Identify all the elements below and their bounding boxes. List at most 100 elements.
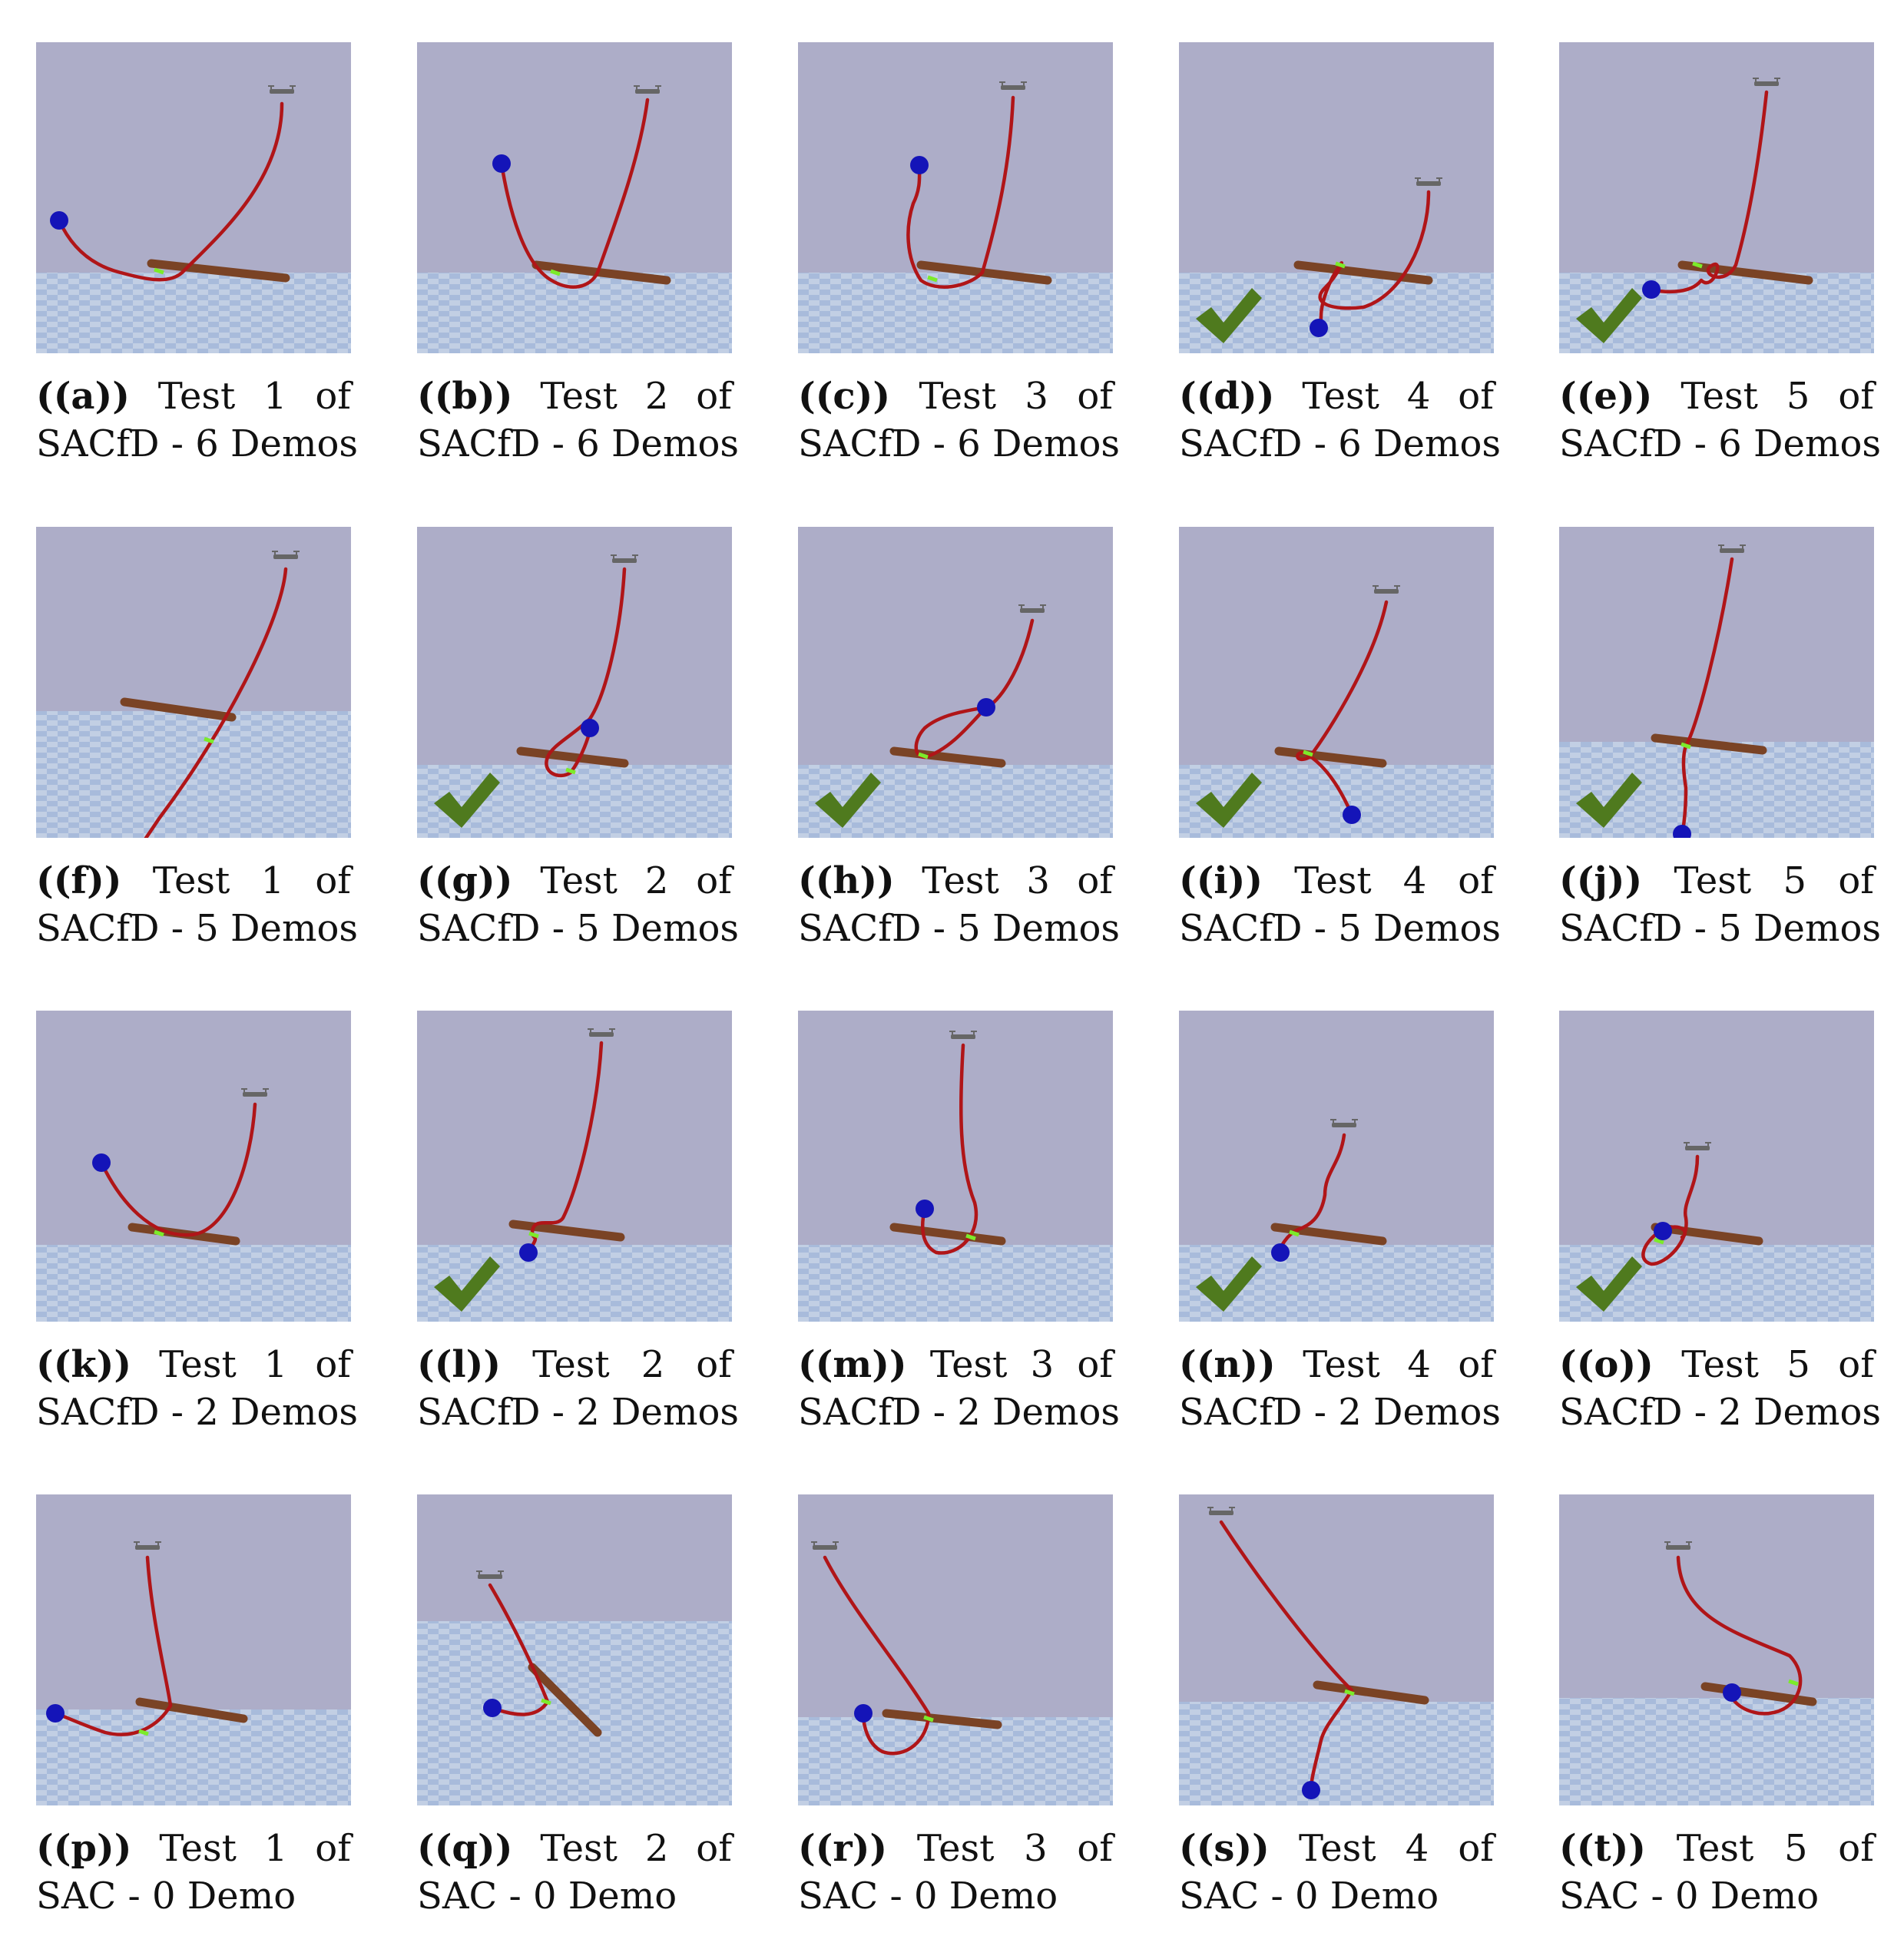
simulation-render	[1179, 527, 1494, 838]
goal-ball	[46, 1704, 65, 1723]
subfigure-label: ((j))	[1559, 859, 1643, 902]
caption-test-word: Test	[540, 1827, 618, 1870]
caption-method: SACfD - 6 Demos	[1179, 422, 1501, 465]
checkered-floor	[36, 711, 351, 838]
rod	[916, 260, 1052, 285]
caption-method: SAC - 0 Demo	[798, 1875, 1058, 1918]
checkered-floor	[798, 1245, 1113, 1322]
caption-method: SACfD - 6 Demos	[417, 422, 739, 465]
scene-svg	[1179, 527, 1494, 838]
trajectory-path	[144, 567, 288, 838]
contact-marker	[1289, 1229, 1300, 1237]
rod	[516, 746, 629, 768]
checkmark-icon	[815, 773, 881, 828]
simulation-render	[1559, 527, 1874, 838]
trajectory-path	[920, 1043, 978, 1255]
caption-line-1: ((b)) Test 2 of	[417, 372, 732, 420]
caption-of-word: of	[696, 1827, 732, 1870]
rod	[882, 1709, 1002, 1729]
checkered-floor	[1179, 273, 1494, 353]
caption-of-word: of	[1838, 375, 1874, 418]
caption-test-word: Test	[152, 859, 230, 902]
scene-svg	[417, 1494, 732, 1805]
simulation-render	[1179, 1011, 1494, 1322]
caption-test-word: Test	[1298, 1827, 1376, 1870]
checkered-floor	[1179, 765, 1494, 838]
checkered-floor	[1559, 1245, 1874, 1322]
drone-icon	[999, 81, 1027, 90]
goal-ball	[92, 1153, 111, 1172]
drone-icon	[268, 85, 296, 94]
caption-method: SACfD - 2 Demos	[798, 1391, 1120, 1434]
drone-icon	[1684, 1142, 1711, 1150]
scene-svg	[36, 1494, 351, 1805]
rod	[1651, 1223, 1763, 1246]
simulation-render	[36, 527, 351, 838]
caption-of-word: of	[696, 1343, 732, 1386]
drone-icon	[241, 1088, 269, 1097]
checkmark-icon	[1576, 288, 1642, 343]
subfigure-label: ((g))	[417, 859, 513, 902]
caption-test-word: Test	[1681, 1343, 1759, 1386]
contact-marker	[1344, 1689, 1355, 1696]
contact-marker	[923, 1715, 934, 1723]
caption-test-word: Test	[157, 375, 236, 418]
rod	[528, 1663, 602, 1737]
simulation-render	[798, 42, 1113, 353]
caption-line-1: ((k)) Test 1 of	[36, 1341, 351, 1388]
scene-svg	[417, 42, 732, 353]
subfigure-caption: ((n)) Test 4 of SACfD - 2 Demos	[1179, 1341, 1501, 1436]
checkered-floor	[798, 1717, 1113, 1805]
subfigure-label: ((h))	[798, 859, 895, 902]
subfigure-label: ((e))	[1559, 375, 1653, 418]
drone-icon	[1330, 1119, 1358, 1127]
contact-marker	[541, 1698, 551, 1706]
contact-marker	[1680, 742, 1691, 750]
contact-marker	[565, 767, 576, 775]
scene-svg	[36, 1011, 351, 1322]
caption-test-word: Test	[1294, 859, 1372, 902]
caption-method: SACfD - 2 Demos	[1179, 1391, 1501, 1434]
trajectory-path	[914, 618, 1035, 760]
subfigure-caption: ((f)) Test 1 of SACfD - 5 Demos	[36, 857, 358, 952]
caption-method: SACfD - 5 Demos	[1179, 907, 1501, 950]
subfigure-caption: ((b)) Test 2 of SACfD - 6 Demos	[417, 372, 739, 468]
subfigure-caption: ((d)) Test 4 of SACfD - 6 Demos	[1179, 372, 1501, 468]
goal-ball	[910, 156, 929, 174]
goal-ball	[1723, 1683, 1741, 1702]
subfigure-label: ((s))	[1179, 1827, 1270, 1870]
drone-icon	[949, 1031, 977, 1039]
simulation-render	[1559, 1494, 1874, 1805]
subfigure-label: ((a))	[36, 375, 130, 418]
caption-test-number: 3	[1030, 1343, 1055, 1386]
trajectory-path	[57, 101, 284, 282]
caption-method: SACfD - 5 Demos	[36, 907, 358, 950]
checkmark-icon	[1196, 773, 1262, 828]
caption-test-number: 2	[644, 1827, 669, 1870]
subfigure-label: ((o))	[1559, 1343, 1654, 1386]
caption-test-word: Test	[540, 375, 618, 418]
contact-marker	[965, 1233, 976, 1241]
rod	[147, 259, 290, 283]
caption-of-word: of	[1838, 1343, 1874, 1386]
caption-method: SACfD - 6 Demos	[36, 422, 358, 465]
rod	[1270, 1223, 1387, 1246]
subfigure-caption: ((m)) Test 3 of SACfD - 2 Demos	[798, 1341, 1120, 1436]
checkered-floor	[1559, 1698, 1874, 1805]
simulation-render	[36, 1011, 351, 1322]
caption-test-number: 5	[1786, 375, 1810, 418]
caption-of-word: of	[315, 375, 351, 418]
caption-test-word: Test	[159, 1827, 237, 1870]
contact-marker	[1303, 750, 1313, 757]
caption-line-1: ((q)) Test 2 of	[417, 1825, 732, 1872]
subfigure-caption: ((i)) Test 4 of SACfD - 5 Demos	[1179, 857, 1501, 952]
simulation-render	[417, 1494, 732, 1805]
subfigure-label: ((k))	[36, 1343, 132, 1386]
caption-test-word: Test	[1674, 859, 1752, 902]
caption-test-word: Test	[540, 859, 618, 902]
checkmark-icon	[1196, 1256, 1262, 1312]
contact-marker	[918, 752, 929, 760]
scene-svg	[798, 1011, 1113, 1322]
trajectory-path	[1676, 1555, 1803, 1716]
